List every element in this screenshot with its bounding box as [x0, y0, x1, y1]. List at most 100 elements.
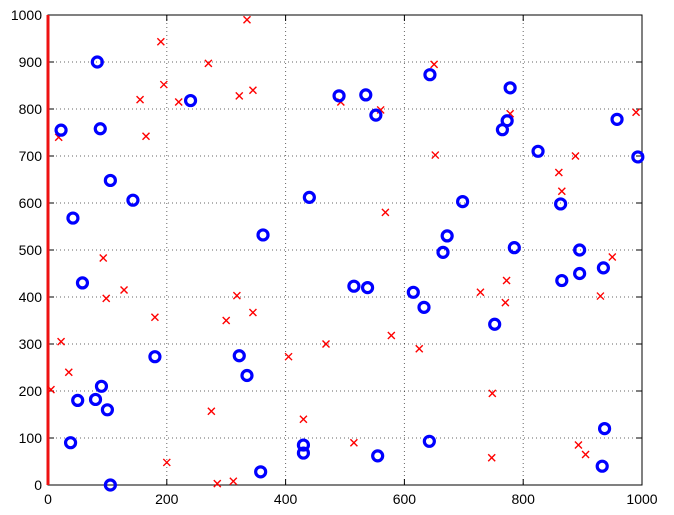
cross-point: [284, 352, 293, 361]
circle-point: [503, 81, 517, 95]
cross-point: [174, 97, 183, 106]
circle-point: [183, 93, 198, 108]
cross-point: [150, 313, 159, 322]
cross-point: [387, 331, 396, 340]
cross-point: [232, 291, 241, 300]
circle-point: [440, 229, 454, 243]
circle-point: [103, 173, 117, 188]
circle-point: [296, 446, 311, 460]
circle-point: [423, 68, 437, 82]
x-tick-label: 400: [274, 491, 298, 507]
cross-point: [581, 450, 590, 459]
cross-point: [156, 37, 165, 46]
circle-point: [66, 211, 80, 225]
cross-point: [46, 385, 55, 394]
cross-point: [248, 86, 257, 95]
circle-point: [422, 434, 436, 448]
cross-point: [136, 95, 145, 104]
y-axis-tick-labels: 0 100 200 300 400 500 600 700 800 900 1000: [11, 7, 42, 493]
circle-point: [296, 438, 311, 452]
cross-point: [207, 407, 216, 416]
cross-point: [574, 441, 583, 450]
circle-point: [360, 281, 375, 295]
cross-point: [502, 276, 511, 285]
circle-point: [347, 279, 361, 293]
cross-point: [349, 438, 358, 447]
cross-point: [557, 187, 566, 196]
circle-point: [100, 403, 115, 417]
circle-point: [103, 478, 117, 492]
cross-point: [596, 292, 605, 301]
circle-point: [436, 245, 450, 259]
circle-point: [90, 55, 104, 69]
circle-point: [254, 465, 268, 479]
circle-point: [573, 243, 587, 257]
circle-point: [63, 436, 78, 450]
circle-point: [88, 392, 103, 407]
y-tick-label: 0: [34, 477, 42, 493]
circle-point: [332, 89, 346, 103]
circle-point: [94, 379, 109, 393]
cross-point: [142, 132, 151, 141]
circle-point: [456, 194, 470, 209]
y-tick-label: 1000: [11, 7, 42, 23]
x-tick-label: 600: [393, 491, 417, 507]
circle-series: [54, 55, 645, 492]
x-tick-label: 1000: [626, 491, 657, 507]
cross-point: [571, 152, 580, 160]
cross-point: [120, 285, 129, 294]
y-tick-label: 100: [19, 430, 43, 446]
cross-point: [204, 59, 213, 68]
cross-point: [501, 298, 510, 307]
cross-point: [222, 316, 231, 325]
circle-point: [555, 273, 569, 288]
y-tick-label: 400: [19, 289, 43, 305]
circle-point: [54, 123, 68, 137]
circle-point: [406, 285, 420, 299]
cross-point: [299, 415, 308, 424]
cross-point: [415, 344, 424, 353]
cross-point: [554, 168, 563, 177]
y-tick-label: 700: [19, 148, 43, 164]
y-tick-label: 200: [19, 383, 43, 399]
circle-point: [256, 228, 270, 242]
cross-point: [608, 253, 617, 262]
circle-point: [148, 350, 162, 364]
cross-point: [159, 80, 168, 89]
circle-point: [531, 144, 545, 158]
x-axis-tick-labels: 0 200 400 600 800 1000: [44, 491, 658, 507]
circle-point: [631, 150, 645, 164]
y-tick-label: 600: [19, 195, 43, 211]
cross-point: [99, 253, 108, 262]
cross-point: [431, 151, 440, 160]
y-tick-label: 300: [19, 336, 43, 352]
circle-point: [595, 459, 609, 473]
cross-point: [213, 479, 222, 488]
circle-point: [359, 88, 373, 102]
circle-point: [417, 300, 431, 314]
cross-point: [632, 108, 641, 117]
circle-point: [369, 108, 383, 122]
circle-point: [554, 197, 568, 211]
circle-point: [610, 112, 624, 126]
cross-point: [488, 389, 497, 398]
y-tick-label: 800: [19, 101, 43, 117]
circle-point: [75, 276, 90, 290]
circle-point: [500, 114, 514, 128]
circle-point: [93, 122, 107, 136]
cross-point: [487, 453, 496, 462]
cross-point: [57, 337, 66, 346]
circle-point: [232, 349, 246, 363]
cross-point: [430, 60, 439, 69]
circle-point: [573, 266, 587, 281]
circle-point: [488, 317, 502, 331]
circle-point: [302, 190, 316, 204]
circle-point: [371, 449, 385, 463]
cross-point: [242, 15, 251, 24]
circle-point: [507, 241, 521, 255]
circle-point: [597, 422, 612, 436]
y-tick-label: 900: [19, 54, 43, 70]
axis-ticks: [47, 14, 643, 486]
y-tick-label: 500: [19, 242, 43, 258]
